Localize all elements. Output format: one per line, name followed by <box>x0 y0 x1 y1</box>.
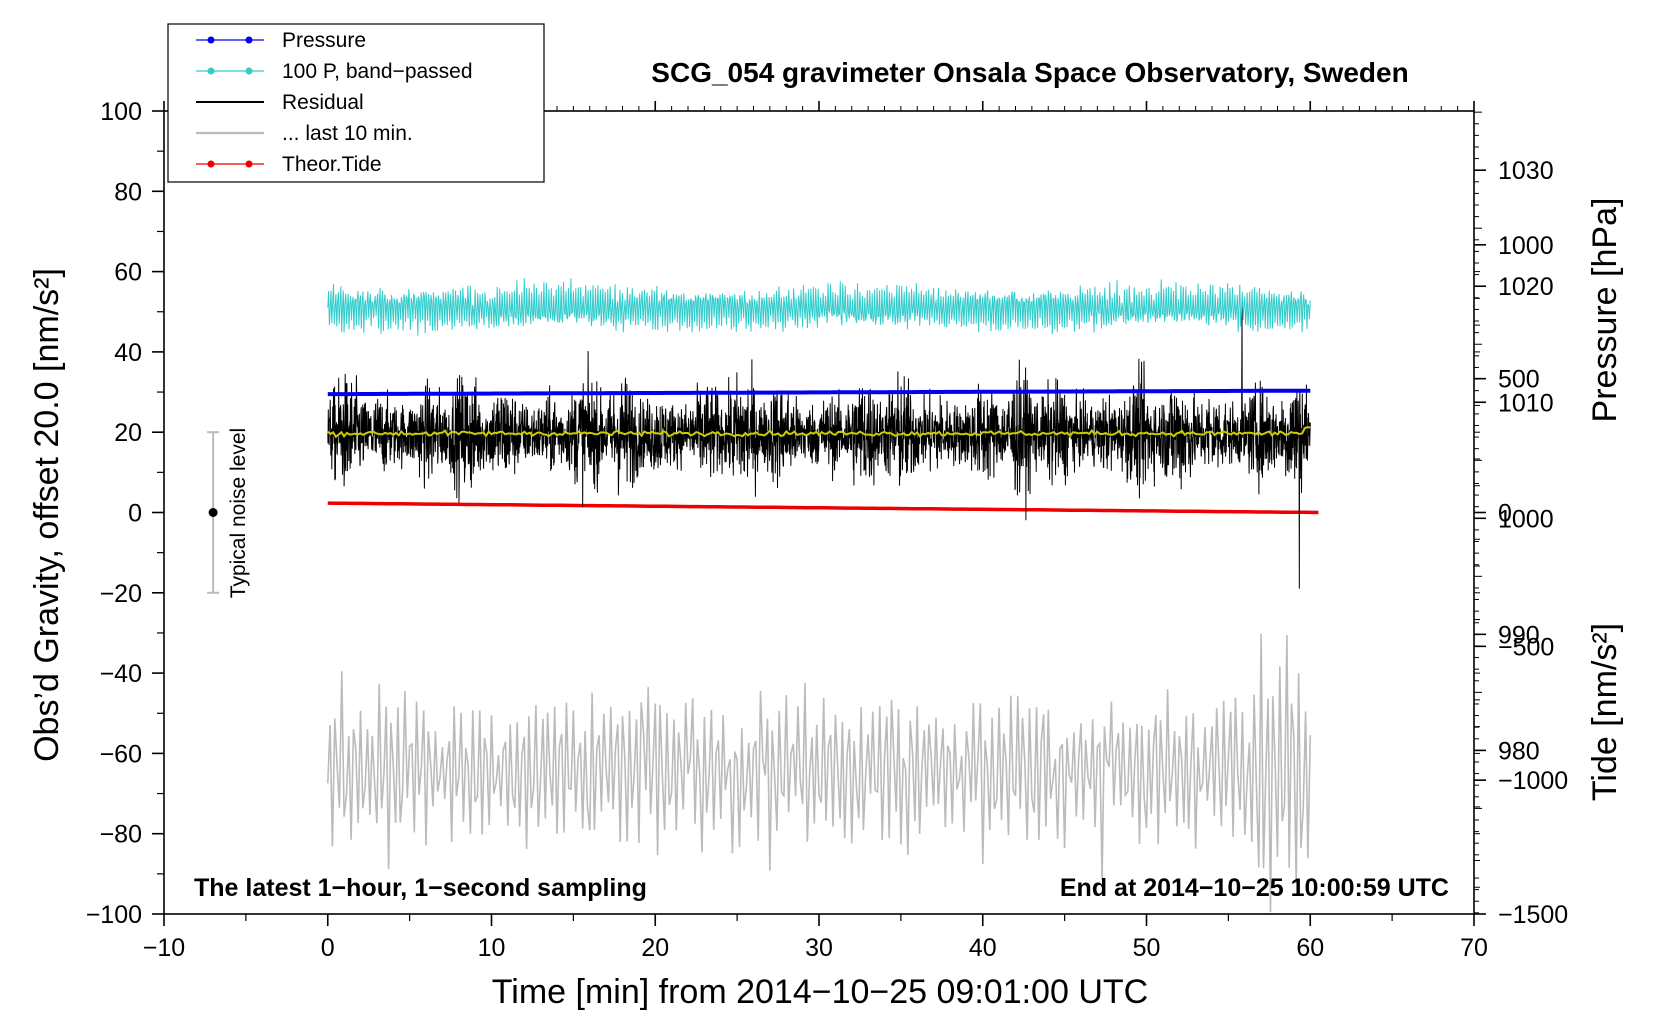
y-tick-label: 100 <box>100 98 142 126</box>
legend-label: ... last 10 min. <box>282 122 413 145</box>
x-tick-label: 20 <box>641 934 669 962</box>
x-axis: −10 0 10 20 30 40 50 60 70 <box>143 101 1488 962</box>
series-line-theor-tide <box>327 501 1319 515</box>
y-axis-title-tide: Tide [nm/s²] <box>1586 623 1624 801</box>
pressure-tick-label: 980 <box>1498 737 1540 765</box>
pressure-tick-label: 1030 <box>1498 157 1554 185</box>
noise-level-bar <box>207 431 220 594</box>
legend-label: Theor.Tide <box>282 153 382 176</box>
tide-tick-label: −500 <box>1498 633 1554 661</box>
tide-tick-label: 0 <box>1498 500 1512 528</box>
tide-axis: 1000 500 0 −500 −1000 −1500 <box>1474 232 1568 929</box>
x-tick-label: 40 <box>969 934 997 962</box>
sampling-note: The latest 1−hour, 1−second sampling <box>194 874 647 902</box>
legend-label: Residual <box>282 91 364 114</box>
legend-marker <box>207 67 215 75</box>
chart-title: SCG_054 gravimeter Onsala Space Observat… <box>651 57 1408 88</box>
y-tick-label: −100 <box>86 901 142 929</box>
legend-marker <box>207 160 215 168</box>
y-tick-label: 20 <box>114 419 142 447</box>
pressure-tick-label: 1000 <box>1498 505 1554 533</box>
legend-marker <box>245 36 253 44</box>
x-tick-label: 50 <box>1133 934 1161 962</box>
y-tick-label: −60 <box>100 740 142 768</box>
legend-label: 100 P, band−passed <box>282 60 473 83</box>
x-tick-label: 0 <box>321 934 335 962</box>
y-axis-left: 100 80 60 40 20 0 −20 −40 −60 −80 −100 <box>86 98 164 929</box>
series-line-residual <box>327 303 1311 589</box>
y-tick-label: 0 <box>128 500 142 528</box>
pressure-tick-label: 1010 <box>1498 389 1554 417</box>
legend-marker <box>245 160 253 168</box>
noise-level-label: Typical noise level <box>227 428 250 598</box>
pressure-tick-label: 1020 <box>1498 273 1554 301</box>
y-tick-label: 40 <box>114 339 142 367</box>
x-tick-label: −10 <box>143 934 185 962</box>
y-tick-label: 60 <box>114 259 142 287</box>
series-line-last-10-min <box>327 633 1312 913</box>
y-axis-title-left: Obs’d Gravity, offset 20.0 [nm/s²] <box>28 268 66 762</box>
x-tick-label: 10 <box>478 934 506 962</box>
y-tick-label: −20 <box>100 580 142 608</box>
y-tick-label: −80 <box>100 821 142 849</box>
legend-label: Pressure <box>282 29 366 52</box>
tide-tick-label: 1000 <box>1498 232 1554 260</box>
legend: Pressure 100 P, band−passed Residual ... la… <box>167 23 545 183</box>
series-line-pressure <box>327 388 1311 397</box>
y-tick-label: −40 <box>100 660 142 688</box>
y-axis-title-pressure: Pressure [hPa] <box>1586 198 1624 423</box>
legend-marker <box>207 36 215 44</box>
series-layer <box>327 277 1319 913</box>
pressure-tick-label: 990 <box>1498 621 1540 649</box>
end-time-note: End at 2014−10−25 10:00:59 UTC <box>1060 874 1449 902</box>
y-tick-label: 80 <box>114 178 142 206</box>
pressure-axis: 1030 1020 1010 1000 990 980 <box>1474 111 1554 914</box>
noise-bar-center-dot <box>208 508 218 517</box>
x-axis-title: Time [min] from 2014−10−25 09:01:00 UTC <box>492 973 1148 1011</box>
tide-tick-label: 500 <box>1498 366 1540 394</box>
series-line-band-passed <box>327 277 1311 336</box>
x-tick-label: 70 <box>1460 934 1488 962</box>
x-tick-label: 30 <box>805 934 833 962</box>
legend-marker <box>245 67 253 75</box>
series-line-residual-mean <box>327 426 1311 439</box>
tide-tick-label: −1000 <box>1498 767 1568 795</box>
x-tick-label: 60 <box>1296 934 1324 962</box>
tide-tick-label: −1500 <box>1498 901 1568 929</box>
